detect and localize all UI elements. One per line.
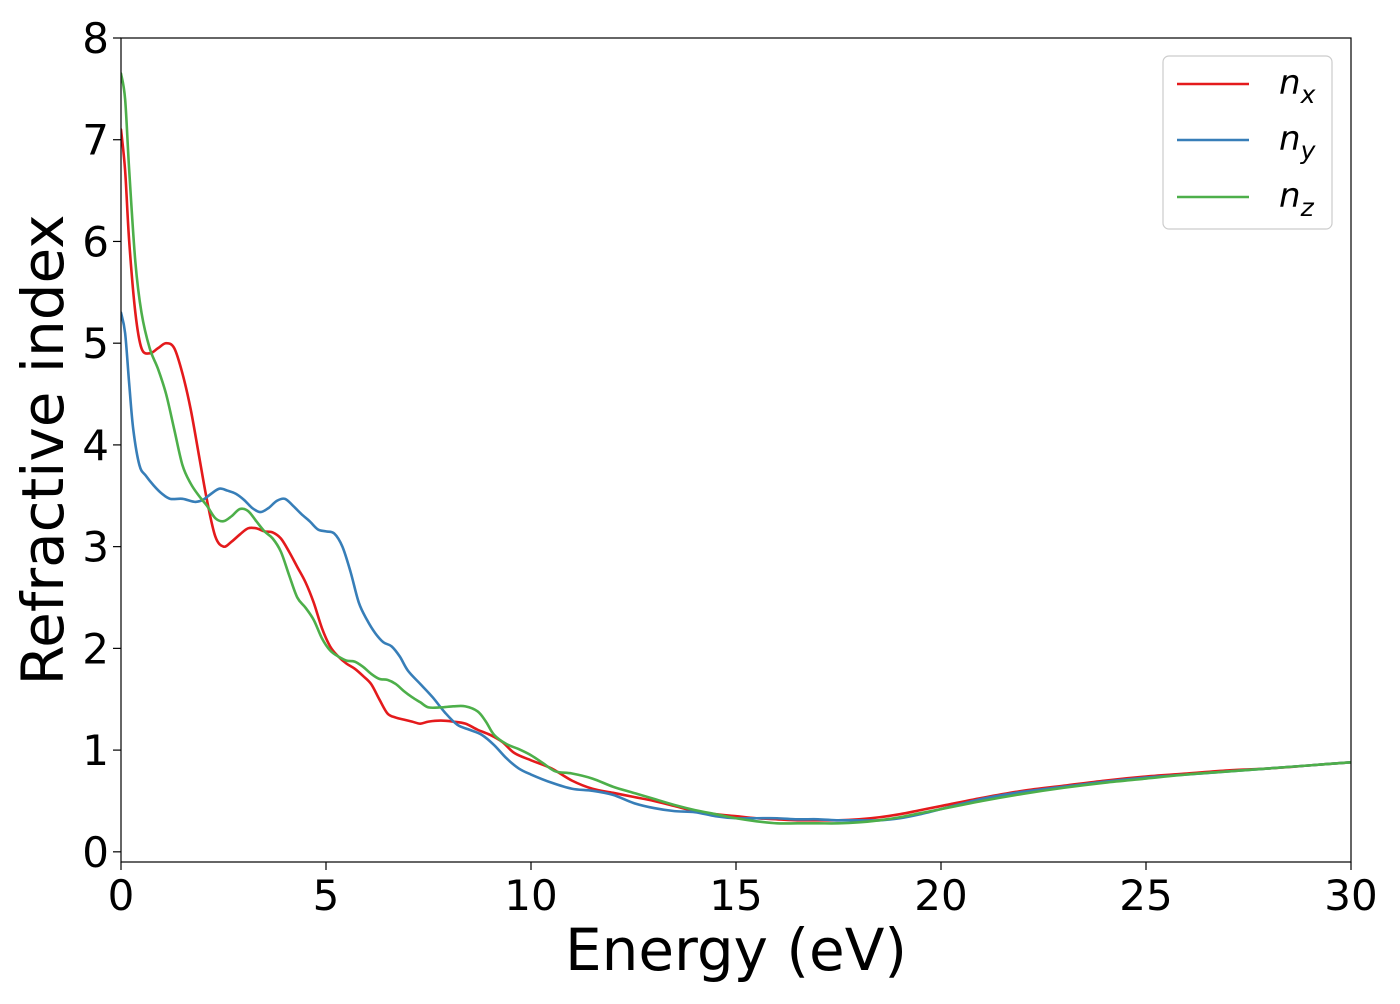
series-line-nz [121, 72, 1351, 825]
y-tick-label: 3 [82, 523, 109, 572]
legend-label-ny: ny [1279, 119, 1317, 165]
y-tick-label: 8 [82, 14, 109, 63]
legend-label-base: n [1279, 63, 1301, 103]
x-tick-label: 30 [1324, 871, 1377, 920]
legend-label-subscript: z [1300, 193, 1315, 222]
legend-label-base: n [1279, 176, 1301, 216]
y-tick-label: 2 [82, 624, 109, 673]
legend-label-nz: nz [1279, 176, 1315, 222]
x-tick-label: 0 [108, 871, 135, 920]
x-axis-label: Energy (eV) [565, 916, 907, 984]
legend-label-nx: nx [1279, 63, 1316, 109]
series-line-ny [121, 311, 1351, 822]
x-axis: 0 5 10 15 20 25 30 [108, 862, 1378, 920]
series-layer [121, 72, 1351, 825]
x-tick-label: 5 [313, 871, 340, 920]
y-tick-label: 7 [82, 116, 109, 165]
y-axis: 0 1 2 3 4 5 6 7 8 [82, 14, 121, 877]
x-tick-label: 10 [504, 871, 557, 920]
series-line-nx [121, 128, 1351, 822]
legend-box [1162, 55, 1333, 230]
y-tick-label: 1 [82, 726, 109, 775]
legend-label-base: n [1279, 119, 1301, 159]
x-tick-label: 20 [914, 871, 967, 920]
y-tick-label: 4 [82, 421, 109, 470]
y-tick-label: 0 [82, 828, 109, 877]
x-tick-label: 25 [1119, 871, 1172, 920]
y-axis-label: Refractive index [9, 214, 77, 685]
y-tick-label: 5 [82, 319, 109, 368]
legend-label-subscript: x [1300, 80, 1316, 109]
x-tick-label: 15 [709, 871, 762, 920]
legend-label-subscript: y [1300, 136, 1317, 165]
y-tick-label: 6 [82, 217, 109, 266]
